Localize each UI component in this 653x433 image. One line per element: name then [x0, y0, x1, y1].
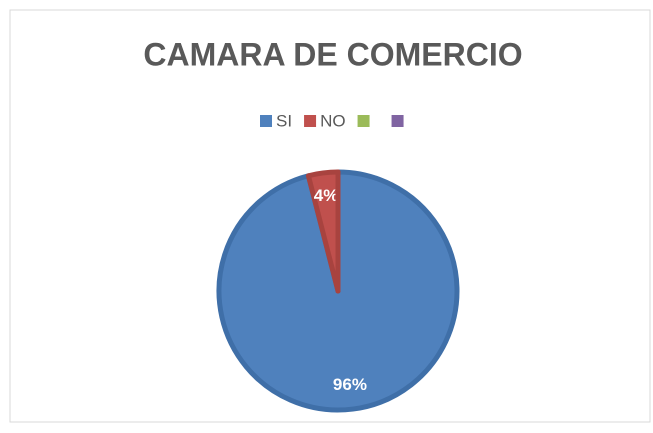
data-label: 4% [314, 186, 339, 205]
data-label: 96% [333, 375, 367, 394]
legend-label: NO [320, 111, 346, 130]
chart-title: CAMARA DE COMERCIO [143, 36, 522, 72]
legend-swatch [260, 115, 272, 127]
legend-swatch [357, 115, 370, 127]
legend-swatch [304, 115, 317, 127]
legend-swatch [391, 115, 404, 127]
legend-label: SI [276, 111, 292, 130]
